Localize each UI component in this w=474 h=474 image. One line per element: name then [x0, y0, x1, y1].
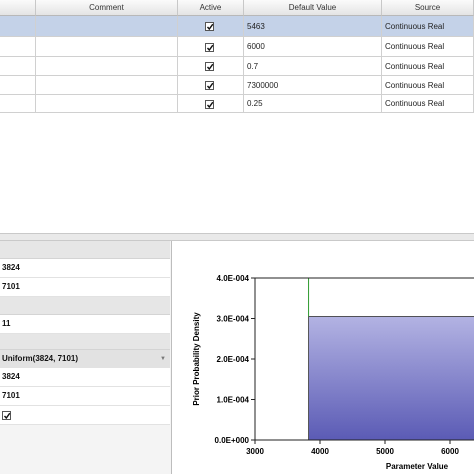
property-value[interactable]: 7101: [0, 387, 170, 406]
group-header[interactable]: [0, 241, 170, 259]
y-tick-label: 4.0E-004: [217, 274, 250, 283]
y-tick-label: 3.0E-004: [217, 315, 250, 324]
comment-cell[interactable]: [36, 16, 178, 37]
property-value[interactable]: 7101: [0, 278, 170, 297]
property-value[interactable]: 11: [0, 315, 170, 334]
checkbox[interactable]: [205, 22, 214, 31]
active-cell[interactable]: [178, 37, 244, 57]
active-cell[interactable]: [178, 57, 244, 76]
default-value-cell[interactable]: 0.25: [244, 95, 382, 113]
column-header[interactable]: Active: [178, 0, 244, 16]
comment-cell[interactable]: [36, 57, 178, 76]
column-header[interactable]: Comment: [36, 0, 178, 16]
checkbox[interactable]: [205, 62, 214, 71]
checkbox[interactable]: [2, 411, 11, 420]
x-tick-label: 4000: [311, 447, 329, 456]
default-value-cell[interactable]: 5463: [244, 16, 382, 37]
row-header[interactable]: [0, 76, 36, 95]
checkbox[interactable]: [205, 81, 214, 90]
x-axis-label: Parameter Value: [386, 462, 449, 471]
row-header[interactable]: [0, 37, 36, 57]
default-value-cell[interactable]: 0.7: [244, 57, 382, 76]
x-tick-label: 5000: [376, 447, 394, 456]
check-mark: [3, 412, 11, 420]
group-header[interactable]: [0, 334, 170, 350]
property-checkbox-row: [0, 406, 170, 425]
y-axis-label: Prior Probability Density: [192, 312, 201, 406]
dropdown-arrow: ▼: [160, 356, 166, 362]
y-tick-label: 1.0E-004: [217, 396, 250, 405]
row-header[interactable]: [0, 16, 36, 37]
x-tick-label: 3000: [246, 447, 264, 456]
distribution-dropdown[interactable]: Uniform(3824, 7101) ▼: [0, 350, 170, 368]
y-tick-label: 2.0E-004: [217, 355, 250, 364]
default-value-cell[interactable]: 7300000: [244, 76, 382, 95]
check-mark: [206, 101, 214, 108]
default-value-cell[interactable]: 6000: [244, 37, 382, 57]
check-mark: [206, 44, 214, 51]
active-cell[interactable]: [178, 16, 244, 37]
check-mark: [206, 63, 214, 71]
dropdown-text: Uniform(3824, 7101): [2, 354, 79, 363]
checkbox[interactable]: [205, 42, 214, 52]
check-mark: [206, 23, 214, 31]
property-panel: 3824 7101 11 Uniform(3824, 7101) ▼ 3824 7…: [0, 241, 172, 474]
column-header[interactable]: [0, 0, 36, 16]
property-value[interactable]: 3824: [0, 259, 170, 278]
x-tick-label: 6000: [441, 447, 459, 456]
row-header[interactable]: [0, 95, 36, 113]
check-mark: [206, 82, 214, 90]
row-header[interactable]: [0, 57, 36, 76]
comment-cell[interactable]: [36, 37, 178, 57]
active-cell[interactable]: [178, 76, 244, 95]
checkbox[interactable]: [205, 99, 214, 109]
column-header[interactable]: Default Value: [244, 0, 382, 16]
comment-cell[interactable]: [36, 76, 178, 95]
splitter[interactable]: [0, 233, 474, 241]
active-cell[interactable]: [178, 95, 244, 113]
y-tick-label: 0.0E+000: [215, 436, 250, 445]
density-area: [308, 316, 474, 441]
property-value[interactable]: 3824: [0, 368, 170, 387]
group-header[interactable]: [0, 297, 170, 315]
comment-cell[interactable]: [36, 95, 178, 113]
